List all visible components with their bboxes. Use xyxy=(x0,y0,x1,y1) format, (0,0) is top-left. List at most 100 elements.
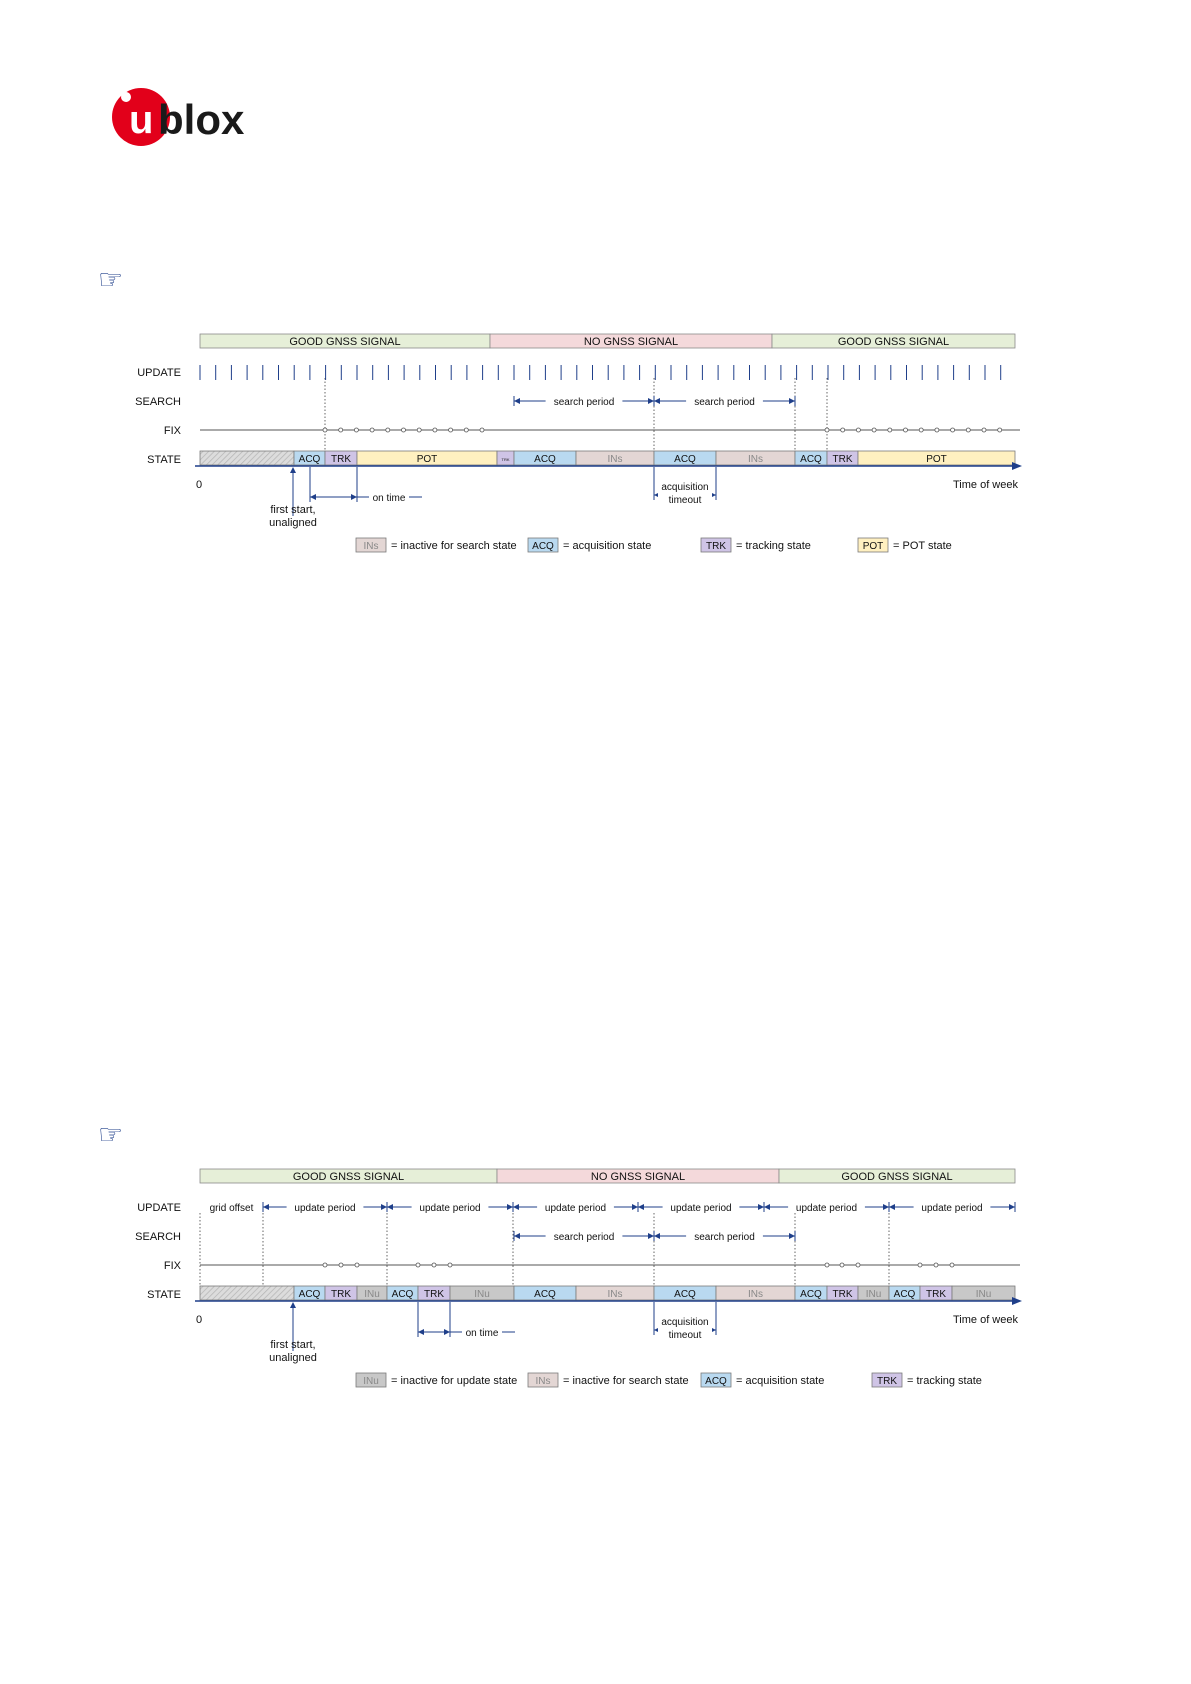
legend-chip-label: ACQ xyxy=(532,541,554,552)
label-bg xyxy=(662,1200,740,1213)
arrowhead xyxy=(1009,1204,1015,1210)
dimension-label: update period xyxy=(921,1203,982,1214)
pointing-hand-icon: ☞ xyxy=(98,263,124,296)
arrowhead xyxy=(310,494,316,500)
axis-origin: 0 xyxy=(196,479,202,491)
dimension-label: search period xyxy=(694,397,755,408)
arrowhead xyxy=(632,1204,638,1210)
fix-dot xyxy=(338,1262,344,1268)
legend-chip-label: INs xyxy=(364,541,379,552)
legend-text: = tracking state xyxy=(736,540,811,552)
state-label: INs xyxy=(748,1289,763,1300)
arrowhead xyxy=(444,1329,450,1335)
legend-chip-inu xyxy=(355,1372,387,1388)
fix-dot xyxy=(871,427,877,433)
legend-text: = acquisition state xyxy=(736,1375,824,1387)
label-bg xyxy=(411,1200,489,1213)
fix-dot xyxy=(338,427,344,433)
state-label: TRK xyxy=(502,457,510,462)
legend-chip-acq xyxy=(700,1372,732,1388)
arrowhead xyxy=(789,1233,795,1239)
legend-chip-ins xyxy=(355,537,387,553)
time-axis-arrow xyxy=(1012,462,1022,470)
legend-text: = POT state xyxy=(893,540,952,552)
first-start-label: first start, xyxy=(270,1339,315,1351)
legend-text: = inactive for search state xyxy=(391,540,517,552)
state-label: ACQ xyxy=(299,454,321,465)
fix-dot xyxy=(981,427,987,433)
dimension-label: search period xyxy=(554,1232,615,1243)
arrowhead xyxy=(638,1204,644,1210)
arrowhead xyxy=(654,398,660,404)
first-start-label: unaligned xyxy=(269,517,317,529)
fix-dot xyxy=(917,1262,923,1268)
state-label: INs xyxy=(608,454,623,465)
row-label-search: SEARCH xyxy=(135,396,181,408)
arrowhead xyxy=(764,1204,770,1210)
fix-dot xyxy=(839,1262,845,1268)
label-bg xyxy=(369,490,409,503)
acq-timeout-label: timeout xyxy=(669,1330,702,1341)
arrowhead xyxy=(514,398,520,404)
state-label: INu xyxy=(364,1289,380,1300)
state-block-pot xyxy=(857,450,1016,466)
logo-red-circle xyxy=(112,88,170,146)
label-bg xyxy=(658,479,712,507)
state-label: ACQ xyxy=(674,1289,696,1300)
fix-dot xyxy=(918,427,924,433)
label-bg xyxy=(462,1325,502,1338)
fix-dot xyxy=(840,427,846,433)
pointing-hand-icon: ☞ xyxy=(98,1118,124,1151)
row-label-state: STATE xyxy=(147,1289,181,1301)
fix-dot xyxy=(997,427,1003,433)
state-label: ACQ xyxy=(674,454,696,465)
fix-dot xyxy=(949,1262,955,1268)
legend-text: = inactive for search state xyxy=(563,1375,689,1387)
arrowhead xyxy=(648,398,654,404)
fix-dot xyxy=(354,1262,360,1268)
signal-label: GOOD GNSS SIGNAL xyxy=(289,336,400,348)
state-label: ACQ xyxy=(800,1289,822,1300)
state-label: TRK xyxy=(833,1289,853,1300)
label-bg xyxy=(198,1200,265,1213)
signal-band-good xyxy=(778,1168,1016,1184)
state-label: INu xyxy=(976,1289,992,1300)
state-label: TRK xyxy=(926,1289,946,1300)
fix-dot xyxy=(431,1262,437,1268)
dimension-label: update period xyxy=(419,1203,480,1214)
state-label: TRK xyxy=(833,454,853,465)
state-block-init xyxy=(199,1285,295,1301)
state-label: POT xyxy=(417,454,438,465)
state-label: ACQ xyxy=(894,1289,916,1300)
arrowhead xyxy=(351,494,357,500)
row-label-update: UPDATE xyxy=(137,1202,181,1214)
legend-chip-acq xyxy=(527,537,559,553)
arrowhead xyxy=(387,1204,393,1210)
first-start-arrow xyxy=(290,467,296,473)
state-block-inu xyxy=(951,1285,1016,1301)
signal-label: GOOD GNSS SIGNAL xyxy=(841,1171,952,1183)
fix-dot xyxy=(353,427,359,433)
fix-dot xyxy=(824,427,830,433)
first-start-label: unaligned xyxy=(269,1352,317,1364)
axis-end-label: Time of week xyxy=(953,479,1019,491)
legend-chip-label: POT xyxy=(863,541,884,552)
fix-dot xyxy=(824,1262,830,1268)
arrowhead xyxy=(381,1204,387,1210)
dimension-label: search period xyxy=(554,397,615,408)
arrowhead xyxy=(263,1204,269,1210)
state-block-init xyxy=(199,450,295,466)
legend-chip-label: TRK xyxy=(877,1376,897,1387)
acq-timeout-label: timeout xyxy=(669,495,702,506)
label-bg xyxy=(286,1200,364,1213)
signal-label: GOOD GNSS SIGNAL xyxy=(838,336,949,348)
arrowhead xyxy=(654,1233,660,1239)
dimension-label: update period xyxy=(545,1203,606,1214)
state-label: ACQ xyxy=(800,454,822,465)
fix-dot xyxy=(950,427,955,433)
state-label: POT xyxy=(926,454,947,465)
row-label-state: STATE xyxy=(147,454,181,466)
arrowhead xyxy=(648,1233,654,1239)
legend-chip-label: ACQ xyxy=(705,1376,727,1387)
state-label: TRK xyxy=(424,1289,444,1300)
